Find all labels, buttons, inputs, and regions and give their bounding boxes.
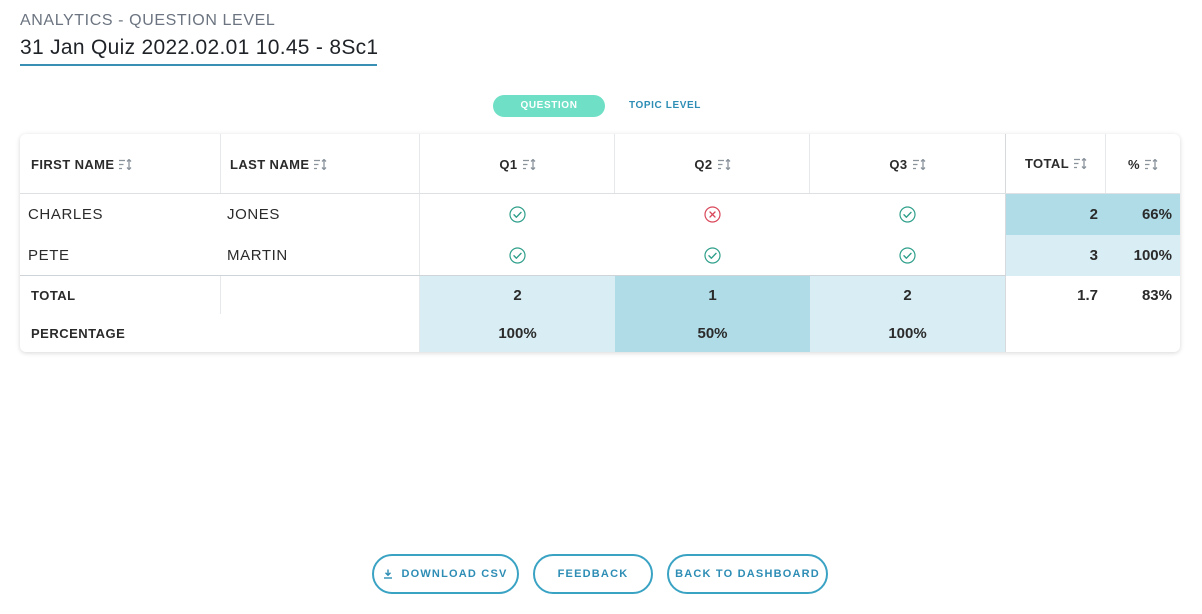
check-circle-icon [899,247,916,264]
x-circle-icon [704,206,721,223]
answer-cell-q3 [810,194,1005,235]
sort-icon[interactable] [717,158,731,170]
question-percent-q2: 50% [697,324,728,342]
cell-row-percent: 66% [1141,206,1172,223]
row-total-highlight [1006,194,1180,235]
page-title: 31 Jan Quiz 2022.02.01 10.45 - 8Sc1 [20,36,378,66]
feedback-button[interactable]: FEEDBACK [533,554,653,594]
column-header-label: Q1 [499,156,518,172]
back-to-dashboard-button[interactable]: BACK TO DASHBOARD [667,554,828,594]
answer-cell-q1 [420,235,615,276]
question-total-highlight [615,276,810,352]
footer-total-label: TOTAL [31,287,76,303]
check-circle-icon [899,206,916,223]
footer-percentage-label: PERCENTAGE [31,325,126,341]
cell-last-name: JONES [227,206,281,223]
column-header-label: % [1128,156,1140,172]
download-csv-button[interactable]: DOWNLOAD CSV [372,554,519,594]
column-divider [419,134,420,352]
tab-topic-level[interactable]: TOPIC LEVEL [629,100,701,111]
question-percent-q1: 100% [498,324,537,342]
answer-cell-q3 [810,235,1005,276]
cell-last-name: MARTIN [227,247,288,264]
sort-icon[interactable] [522,158,536,170]
column-header-first-name[interactable]: FIRST NAME [31,134,221,194]
cell-row-total: 3 [1089,247,1098,264]
overall-total: 1.7 [1077,286,1098,304]
download-icon [384,569,393,579]
cell-first-name: PETE [28,247,70,264]
check-circle-icon [509,206,526,223]
question-total-q3: 2 [903,286,912,304]
answer-cell-q2 [615,194,810,235]
column-header-label: Q3 [889,156,908,172]
tab-question-level[interactable]: QUESTION LEVEL [493,95,605,133]
cell-row-percent: 100% [1133,247,1172,264]
sort-icon[interactable] [119,158,132,170]
row-divider [20,193,1180,194]
column-divider [220,134,221,194]
sort-icon[interactable] [1144,158,1158,170]
column-header-total[interactable]: TOTAL [1006,134,1106,192]
question-total-highlight [810,276,1005,352]
cell-first-name: CHARLES [28,206,104,223]
column-divider [220,276,221,314]
column-divider [1105,134,1106,194]
column-divider [1005,134,1006,352]
sort-icon[interactable] [314,158,327,170]
check-circle-icon [704,247,721,264]
question-total-q1: 2 [513,286,522,304]
column-header-label: LAST NAME [230,156,310,172]
analytics-table: FIRST NAME LAST NAME Q1 Q2 Q3 TOTAL % CH… [20,134,1180,352]
row-divider [20,275,1006,276]
column-header-q2[interactable]: Q2 [615,134,810,194]
column-header-last-name[interactable]: LAST NAME [230,134,420,194]
question-total-highlight [420,276,615,352]
cell-row-total: 2 [1089,206,1098,223]
column-header-label: FIRST NAME [31,156,115,172]
column-header-label: Q2 [694,156,713,172]
column-divider [809,134,810,194]
download-csv-label: DOWNLOAD CSV [401,568,508,580]
answer-cell-q1 [420,194,615,235]
sort-icon[interactable] [1074,157,1087,169]
column-divider [614,134,615,194]
question-percent-q3: 100% [888,324,927,342]
answer-cell-q2 [615,235,810,276]
question-total-q2: 1 [708,286,717,304]
overall-percent: 83% [1141,286,1172,304]
check-circle-icon [509,247,526,264]
column-header-label: TOTAL [1024,155,1070,171]
column-header-q1[interactable]: Q1 [420,134,615,194]
sort-icon[interactable] [912,158,926,170]
column-header-percent[interactable]: % [1106,134,1180,194]
row-total-highlight [1006,235,1180,276]
view-tabs: QUESTION LEVEL TOPIC LEVEL [493,95,701,133]
column-header-q3[interactable]: Q3 [810,134,1005,194]
page-subtitle: ANALYTICS - QUESTION LEVEL [20,12,276,29]
